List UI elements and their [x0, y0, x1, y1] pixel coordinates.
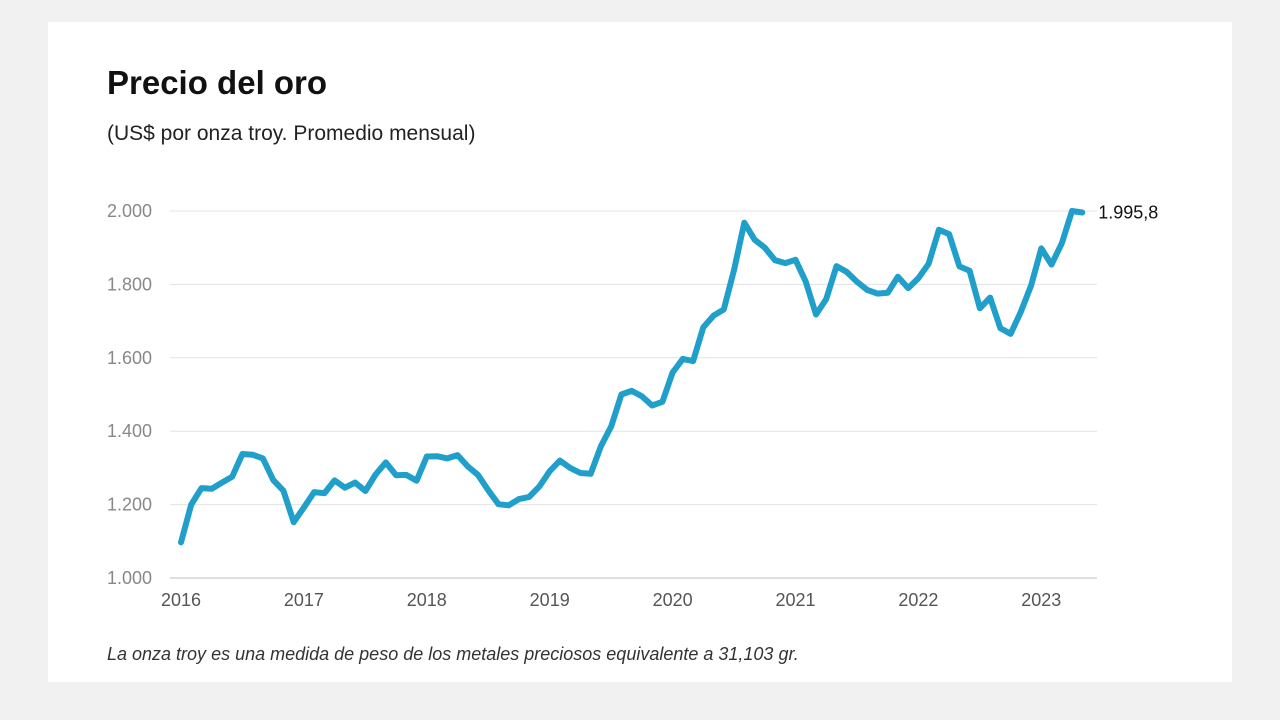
x-tick-label: 2017: [284, 590, 324, 610]
chart-title: Precio del oro: [107, 64, 328, 101]
x-tick-label: 2019: [530, 590, 570, 610]
end-value-label: 1.995,8: [1098, 203, 1158, 223]
x-tick-label: 2022: [898, 590, 938, 610]
x-tick-label: 2018: [407, 590, 447, 610]
chart-subtitle: (US$ por onza troy. Promedio mensual): [107, 122, 476, 145]
y-tick-label: 1.600: [107, 348, 152, 368]
chart-card: [48, 22, 1232, 682]
x-tick-label: 2016: [161, 590, 201, 610]
y-tick-label: 1.000: [107, 568, 152, 588]
x-tick-label: 2021: [775, 590, 815, 610]
y-tick-label: 2.000: [107, 201, 152, 221]
y-tick-label: 1.400: [107, 421, 152, 441]
y-tick-label: 1.200: [107, 495, 152, 515]
chart-footnote: La onza troy es una medida de peso de lo…: [107, 644, 799, 664]
x-tick-label: 2023: [1021, 590, 1061, 610]
series-line: [178, 208, 1086, 546]
x-tick-label: 2020: [653, 590, 693, 610]
y-tick-label: 1.800: [107, 274, 152, 294]
